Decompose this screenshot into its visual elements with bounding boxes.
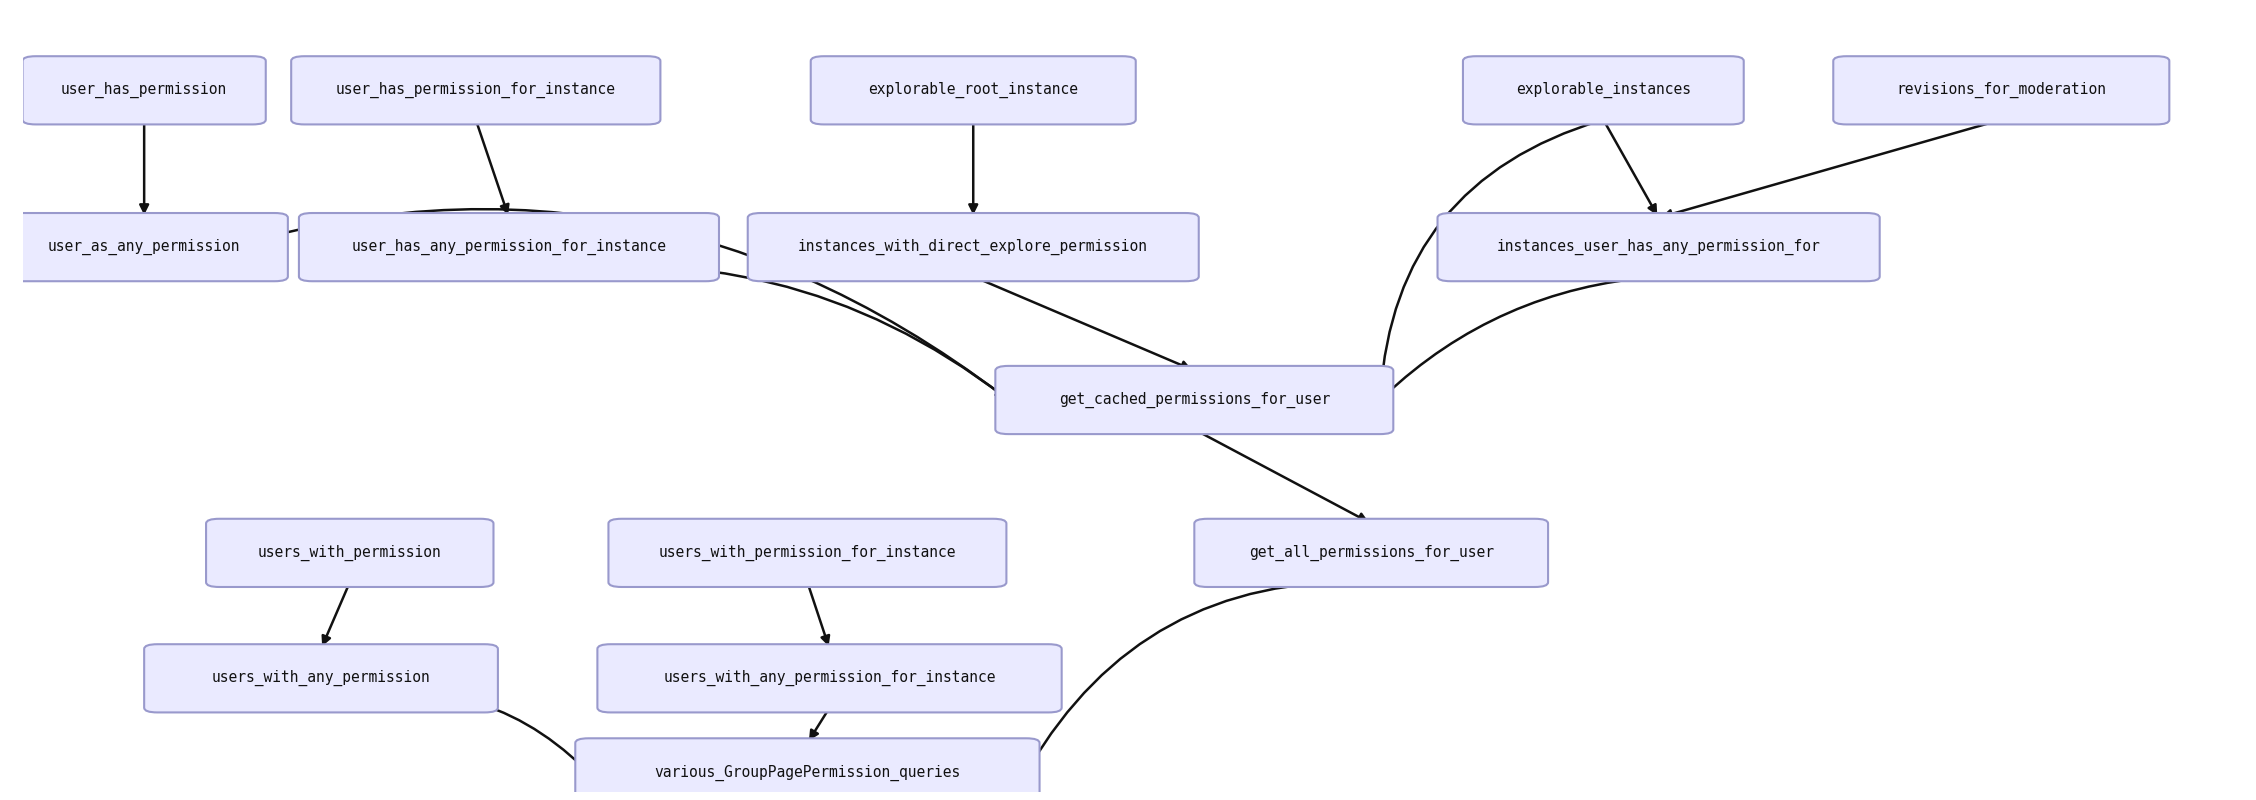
FancyBboxPatch shape (575, 738, 1040, 800)
Text: users_with_permission: users_with_permission (257, 545, 442, 561)
Text: get_cached_permissions_for_user: get_cached_permissions_for_user (1058, 392, 1331, 408)
FancyBboxPatch shape (810, 56, 1135, 125)
FancyBboxPatch shape (144, 644, 499, 713)
Text: users_with_permission_for_instance: users_with_permission_for_instance (659, 545, 957, 561)
FancyBboxPatch shape (1437, 213, 1879, 282)
Text: user_has_any_permission_for_instance: user_has_any_permission_for_instance (352, 239, 666, 255)
Text: get_all_permissions_for_user: get_all_permissions_for_user (1250, 545, 1493, 561)
Text: explorable_instances: explorable_instances (1516, 82, 1690, 98)
FancyBboxPatch shape (298, 213, 720, 282)
Text: instances_user_has_any_permission_for: instances_user_has_any_permission_for (1496, 239, 1821, 255)
Text: users_with_any_permission_for_instance: users_with_any_permission_for_instance (663, 670, 995, 686)
Text: revisions_for_moderation: revisions_for_moderation (1897, 82, 2107, 98)
Text: user_has_permission: user_has_permission (61, 82, 228, 98)
FancyBboxPatch shape (1462, 56, 1744, 125)
FancyBboxPatch shape (291, 56, 661, 125)
Text: user_as_any_permission: user_as_any_permission (47, 239, 241, 255)
FancyBboxPatch shape (598, 644, 1063, 713)
Text: various_GroupPagePermission_queries: various_GroupPagePermission_queries (654, 764, 961, 781)
FancyBboxPatch shape (205, 518, 494, 587)
FancyBboxPatch shape (995, 366, 1394, 434)
Text: instances_with_direct_explore_permission: instances_with_direct_explore_permission (799, 239, 1148, 255)
FancyBboxPatch shape (0, 213, 289, 282)
Text: explorable_root_instance: explorable_root_instance (869, 82, 1078, 98)
Text: user_has_permission_for_instance: user_has_permission_for_instance (336, 82, 616, 98)
FancyBboxPatch shape (23, 56, 266, 125)
Text: users_with_any_permission: users_with_any_permission (212, 670, 431, 686)
FancyBboxPatch shape (747, 213, 1198, 282)
FancyBboxPatch shape (1193, 518, 1548, 587)
FancyBboxPatch shape (609, 518, 1006, 587)
FancyBboxPatch shape (1834, 56, 2170, 125)
